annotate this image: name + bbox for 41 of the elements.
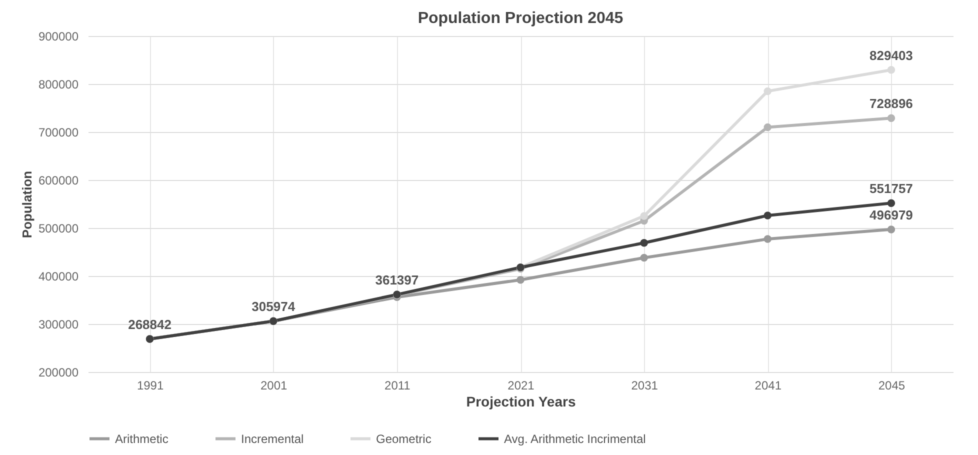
- data-label: 496979: [870, 207, 913, 222]
- point: [887, 226, 896, 234]
- point: [640, 239, 648, 247]
- y-tick-label: 900000: [38, 30, 79, 44]
- x-tick-label: 2001: [260, 378, 288, 392]
- x-tick-label: 2041: [754, 378, 782, 392]
- data-label: 305974: [252, 299, 296, 314]
- y-axis-title: Population: [19, 170, 34, 238]
- legend-label: Avg. Arithmetic Incrimental: [504, 432, 646, 446]
- data-label: 829403: [870, 48, 913, 63]
- legend-label: Arithmetic: [115, 432, 168, 446]
- y-tick-label: 400000: [38, 270, 79, 284]
- x-tick-label: 2031: [631, 378, 658, 392]
- data-label: 361397: [375, 272, 419, 288]
- y-tick-label: 200000: [38, 366, 79, 380]
- x-tick-label: 2011: [384, 378, 411, 392]
- point: [764, 87, 772, 96]
- chart-title: Population Projection 2045: [418, 10, 624, 27]
- point: [516, 276, 524, 284]
- y-tick-label: 500000: [38, 222, 79, 236]
- data-label: 728896: [870, 96, 913, 112]
- y-tick-label: 300000: [38, 318, 79, 332]
- point: [887, 66, 896, 74]
- point: [887, 114, 896, 122]
- y-tick-label: 800000: [38, 78, 79, 92]
- data-label: 268842: [128, 316, 172, 332]
- point: [887, 199, 896, 208]
- legend-label: Incremental: [241, 432, 304, 446]
- point: [640, 254, 648, 262]
- legend-label: Geometric: [376, 432, 432, 446]
- y-tick-label: 700000: [38, 126, 79, 140]
- y-tick-label: 600000: [38, 174, 79, 188]
- point: [764, 235, 772, 243]
- data-label: 551757: [870, 181, 913, 196]
- x-tick-label: 2045: [878, 378, 906, 392]
- x-tick-label: 1991: [136, 378, 164, 392]
- x-tick-label: 2021: [508, 378, 535, 392]
- point: [764, 212, 772, 220]
- point: [764, 123, 772, 132]
- point: [640, 212, 648, 220]
- x-axis-title: Projection Years: [466, 394, 576, 410]
